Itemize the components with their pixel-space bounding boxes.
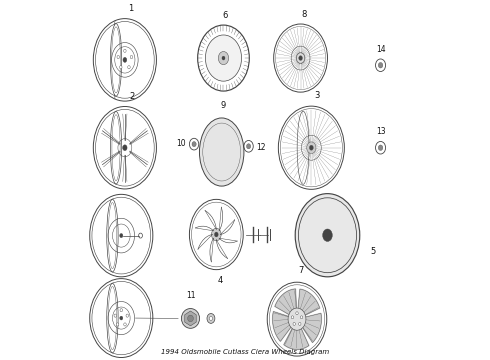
Ellipse shape	[120, 316, 123, 320]
Ellipse shape	[309, 145, 313, 150]
Ellipse shape	[120, 309, 122, 312]
Text: 14: 14	[376, 45, 386, 54]
Ellipse shape	[291, 316, 294, 319]
Ellipse shape	[126, 314, 128, 317]
Ellipse shape	[288, 308, 306, 330]
Ellipse shape	[295, 194, 360, 277]
Ellipse shape	[123, 57, 127, 62]
Ellipse shape	[205, 35, 242, 81]
Ellipse shape	[215, 232, 218, 237]
Ellipse shape	[192, 141, 196, 147]
Ellipse shape	[114, 314, 117, 317]
Ellipse shape	[299, 56, 302, 60]
Ellipse shape	[124, 323, 126, 326]
Ellipse shape	[209, 316, 213, 320]
Polygon shape	[297, 289, 319, 319]
Text: 1994 Oldsmobile Cutlass Ciera Wheels Diagram: 1994 Oldsmobile Cutlass Ciera Wheels Dia…	[161, 349, 329, 355]
Ellipse shape	[123, 49, 126, 53]
Text: 6: 6	[222, 11, 228, 20]
Ellipse shape	[117, 55, 120, 59]
Ellipse shape	[307, 142, 316, 154]
Ellipse shape	[181, 309, 199, 328]
Ellipse shape	[296, 53, 305, 63]
Polygon shape	[272, 311, 297, 341]
Text: 4: 4	[217, 276, 222, 285]
Ellipse shape	[130, 55, 133, 59]
Ellipse shape	[378, 63, 383, 68]
Ellipse shape	[296, 312, 298, 315]
Ellipse shape	[120, 66, 122, 69]
Ellipse shape	[207, 314, 215, 323]
Text: 13: 13	[376, 127, 386, 136]
Text: 7: 7	[298, 266, 303, 275]
Ellipse shape	[120, 234, 123, 238]
Ellipse shape	[199, 118, 244, 186]
Ellipse shape	[222, 56, 225, 60]
Text: 8: 8	[301, 10, 307, 19]
Polygon shape	[297, 313, 321, 342]
Text: 5: 5	[370, 247, 376, 256]
Ellipse shape	[122, 145, 127, 150]
Ellipse shape	[116, 323, 119, 326]
Ellipse shape	[300, 316, 303, 319]
Ellipse shape	[212, 228, 221, 241]
Ellipse shape	[219, 51, 229, 65]
Text: 10: 10	[176, 139, 186, 148]
Ellipse shape	[378, 145, 383, 150]
Text: 3: 3	[314, 91, 319, 100]
Text: 2: 2	[129, 92, 135, 101]
Ellipse shape	[128, 66, 130, 69]
Ellipse shape	[293, 323, 295, 325]
Text: 1: 1	[127, 4, 133, 13]
Ellipse shape	[298, 323, 301, 325]
Text: 9: 9	[221, 101, 226, 110]
Polygon shape	[185, 311, 196, 326]
Text: 11: 11	[187, 291, 196, 300]
Ellipse shape	[322, 229, 332, 242]
Polygon shape	[284, 319, 309, 350]
Ellipse shape	[188, 315, 194, 322]
Ellipse shape	[139, 233, 143, 238]
Text: 12: 12	[256, 143, 266, 152]
Polygon shape	[275, 289, 297, 319]
Ellipse shape	[246, 144, 251, 149]
